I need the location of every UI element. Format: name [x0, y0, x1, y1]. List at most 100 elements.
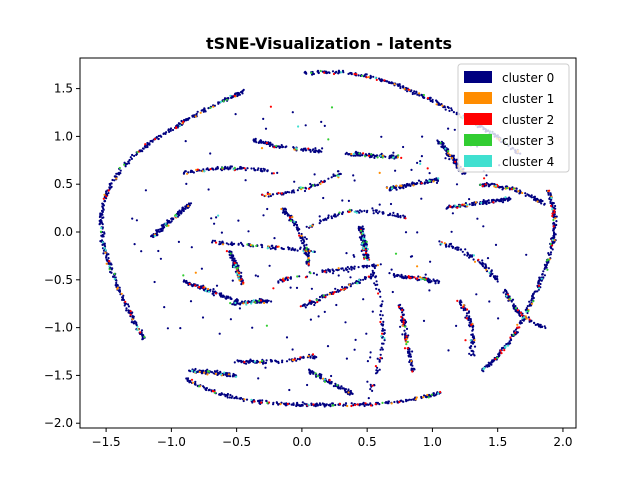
data-point	[330, 106, 334, 109]
data-point	[246, 167, 249, 170]
data-point	[409, 353, 412, 356]
y-axis: −2.0 −1.5 −1.0 −0.5 0.0 0.5 1.0 1.5	[44, 82, 80, 430]
data-point	[354, 403, 357, 407]
data-point	[391, 290, 394, 294]
data-point	[464, 307, 467, 310]
data-point	[461, 203, 464, 206]
data-point	[373, 156, 376, 159]
data-point	[402, 145, 405, 149]
data-point	[398, 186, 401, 189]
data-point	[439, 390, 442, 394]
data-point	[469, 339, 472, 342]
data-point	[144, 143, 147, 146]
data-point	[330, 176, 333, 179]
data-point	[505, 289, 508, 292]
data-point	[219, 100, 222, 103]
data-point	[113, 272, 116, 275]
data-point	[364, 155, 367, 158]
data-point	[274, 246, 277, 249]
data-point	[516, 326, 519, 329]
data-point	[203, 107, 206, 110]
data-point	[509, 297, 512, 300]
data-point	[551, 214, 554, 218]
data-point	[220, 393, 224, 396]
data-point	[530, 196, 533, 199]
data-point	[434, 178, 437, 181]
data-point	[471, 203, 474, 207]
data-point	[207, 188, 210, 191]
data-point	[410, 367, 413, 370]
data-point	[396, 156, 399, 159]
data-point	[554, 204, 557, 208]
legend-swatch	[464, 113, 492, 125]
data-point	[104, 251, 107, 254]
data-point	[210, 217, 213, 220]
data-point	[313, 150, 316, 153]
data-point	[136, 328, 139, 331]
data-point	[422, 93, 425, 97]
data-point	[361, 231, 365, 235]
data-point	[362, 278, 365, 281]
data-point	[295, 286, 299, 289]
data-point	[404, 338, 407, 341]
data-point	[295, 147, 298, 150]
data-point	[496, 278, 499, 281]
data-point	[254, 169, 257, 172]
data-point	[413, 90, 416, 93]
data-point	[214, 292, 218, 295]
data-point	[299, 356, 302, 359]
data-point	[105, 258, 108, 261]
data-point	[408, 184, 411, 187]
data-point	[194, 370, 197, 374]
data-point	[428, 172, 431, 175]
data-point	[261, 193, 264, 196]
data-point	[365, 240, 368, 243]
x-axis: −1.5 −1.0 −0.5 0.0 0.5 1.0 1.5 2.0	[92, 428, 572, 449]
data-point	[317, 71, 320, 75]
data-point	[243, 398, 246, 401]
data-point	[322, 196, 325, 200]
data-point	[334, 287, 337, 290]
data-point	[329, 405, 332, 408]
data-point	[139, 331, 142, 334]
data-point	[105, 262, 108, 265]
data-point	[216, 373, 219, 376]
data-point	[497, 199, 500, 202]
data-point	[390, 268, 393, 271]
data-point	[244, 301, 247, 304]
data-point	[321, 270, 324, 273]
data-point	[504, 293, 508, 296]
data-point	[165, 131, 168, 134]
data-point	[510, 300, 513, 303]
data-point	[233, 261, 236, 264]
data-point	[349, 389, 352, 393]
data-point	[358, 279, 361, 282]
data-point	[291, 348, 294, 351]
data-point	[319, 69, 322, 73]
data-point	[227, 295, 230, 298]
data-point	[411, 181, 414, 184]
data-point	[364, 277, 367, 281]
data-point	[499, 186, 502, 189]
data-point	[240, 166, 243, 169]
data-point	[350, 268, 353, 271]
data-point	[218, 292, 221, 295]
data-point	[433, 279, 436, 282]
data-point	[406, 184, 409, 187]
data-point	[365, 76, 368, 79]
data-point	[464, 202, 467, 205]
data-point	[399, 319, 403, 322]
data-point	[435, 99, 438, 102]
data-point	[129, 156, 132, 159]
data-point	[303, 240, 306, 243]
data-point	[554, 207, 557, 210]
data-point	[180, 212, 183, 215]
data-point	[229, 165, 232, 168]
data-point	[485, 364, 488, 367]
data-point	[514, 331, 517, 334]
data-point	[99, 230, 103, 233]
data-point	[450, 107, 453, 110]
data-point	[360, 235, 363, 238]
data-point	[447, 127, 450, 130]
data-point	[364, 242, 367, 245]
